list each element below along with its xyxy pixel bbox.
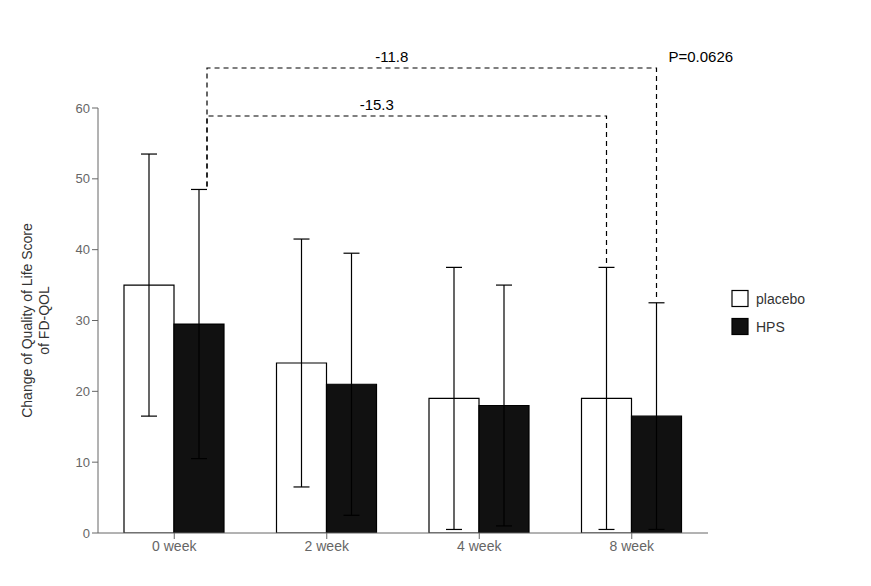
- svg-text:0: 0: [83, 526, 90, 541]
- svg-text:0 week: 0 week: [152, 538, 197, 554]
- svg-text:60: 60: [76, 101, 90, 116]
- svg-text:40: 40: [76, 242, 90, 257]
- svg-text:50: 50: [76, 171, 90, 186]
- svg-text:4 week: 4 week: [457, 538, 502, 554]
- svg-text:2 week: 2 week: [305, 538, 350, 554]
- svg-text:HPS: HPS: [756, 319, 785, 335]
- svg-text:-15.3: -15.3: [360, 96, 394, 113]
- svg-text:placebo: placebo: [756, 291, 805, 307]
- svg-text:Change of Quality of Life Scor: Change of Quality of Life Scoreof FD-QOL: [19, 223, 52, 418]
- svg-text:-11.8: -11.8: [375, 48, 408, 65]
- svg-text:P=0.0626: P=0.0626: [669, 48, 734, 65]
- svg-text:20: 20: [76, 384, 90, 399]
- svg-text:10: 10: [76, 455, 90, 470]
- svg-text:30: 30: [76, 313, 90, 328]
- svg-text:8 week: 8 week: [610, 538, 655, 554]
